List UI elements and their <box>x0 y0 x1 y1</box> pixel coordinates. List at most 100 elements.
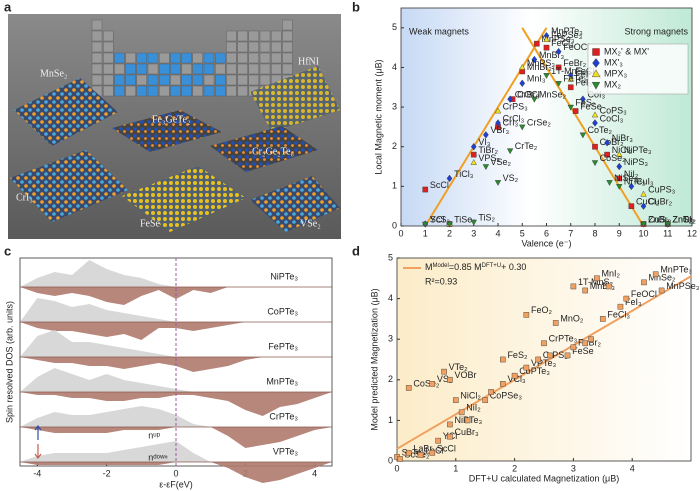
dos-down <box>20 462 332 483</box>
element-cell <box>271 30 282 42</box>
panel-label: c <box>4 243 11 258</box>
point-label: LaBr <box>413 443 432 453</box>
guide-line <box>424 27 548 227</box>
data-point <box>429 381 436 387</box>
element-cell <box>147 52 159 64</box>
data-point <box>494 107 502 114</box>
fit-legend-part: M <box>425 262 433 272</box>
lattice <box>112 110 222 152</box>
material-label: VSe₂ <box>300 218 321 229</box>
element-cell <box>170 63 181 75</box>
x-tick-label: 12 <box>687 228 697 238</box>
data-point <box>494 180 502 186</box>
point-label: MnI₂ <box>602 269 621 279</box>
element-cell <box>282 52 293 64</box>
element-cell <box>282 30 293 42</box>
panel-label: d <box>352 243 360 258</box>
row-label: CoPTe₃ <box>267 306 298 316</box>
material-label: Fe₃GeTe₂ <box>152 114 190 125</box>
element-cell <box>181 63 192 75</box>
data-point <box>470 219 477 226</box>
data-point <box>488 389 494 395</box>
x-tick-label: 1 <box>423 228 428 238</box>
element-cell <box>259 74 271 86</box>
fit-line <box>396 275 692 450</box>
x-tick-label: 11 <box>663 228 672 238</box>
data-point <box>552 320 559 326</box>
point-label: FeCl₃ <box>551 38 574 48</box>
element-cell <box>125 74 136 86</box>
element-cell <box>158 52 170 64</box>
legend-label: MX₂ <box>604 79 622 89</box>
material-label: MnSe₂ <box>40 68 67 79</box>
element-cell <box>226 52 237 64</box>
row-label: CrPTe₃ <box>269 411 298 421</box>
data-point <box>543 73 550 79</box>
data-point <box>658 287 665 294</box>
x-tick-label: 10 <box>638 228 648 238</box>
x-tick-label: 7 <box>568 228 573 238</box>
data-point <box>555 64 562 71</box>
element-cell <box>282 19 293 31</box>
element-cell <box>114 85 125 97</box>
element-cell <box>91 19 103 31</box>
point-label: MnSe₂ <box>649 273 677 283</box>
point-label: NiSe₂ <box>614 173 638 183</box>
panel-label: b <box>352 0 360 14</box>
y-tick-label: 3 <box>392 101 397 111</box>
x-axis-label: ε-εF(eV) <box>159 479 193 489</box>
element-cell <box>91 41 103 53</box>
data-point <box>567 84 574 91</box>
row-label: FePTe₃ <box>268 341 298 351</box>
data-point <box>591 111 599 118</box>
point-label: CrBr₃ <box>517 90 539 100</box>
data-point <box>572 108 579 114</box>
element-cell <box>248 63 260 75</box>
point-label: MnPTe₃ <box>660 265 692 275</box>
point-label: ZnS₂ <box>672 214 693 224</box>
point-label: CoPS₃ <box>600 105 628 115</box>
point-label: FeI₃ <box>625 297 642 307</box>
data-point <box>523 312 530 318</box>
element-cell <box>158 74 170 86</box>
point-label: CoPSe₃ <box>490 390 523 400</box>
data-point <box>588 336 594 342</box>
element-cell <box>102 52 114 64</box>
element-cell <box>125 52 136 64</box>
element-cell <box>102 63 114 75</box>
data-point <box>628 182 635 191</box>
point-label: FeI₃ <box>575 78 592 88</box>
data-point <box>447 377 453 383</box>
element-cell <box>158 85 170 97</box>
point-label: FeSe <box>580 101 602 111</box>
data-point <box>541 340 547 347</box>
data-point <box>592 143 598 150</box>
material-label: HfNI <box>298 56 319 67</box>
x-tick-label: 0 <box>394 463 399 473</box>
element-cell <box>102 41 114 53</box>
point-label: CoTe₂ <box>587 125 612 135</box>
point-label: CoBr₂ <box>600 137 625 147</box>
element-cell <box>271 63 282 75</box>
y-tick-label: 3 <box>388 334 393 344</box>
data-point <box>580 95 586 103</box>
data-point <box>579 132 587 139</box>
element-cell <box>237 30 248 42</box>
data-point <box>470 143 477 151</box>
element-cell <box>282 63 293 75</box>
legend-marker <box>592 48 600 56</box>
point-label: MnPS₃ <box>527 58 556 68</box>
x-tick-label: 4 <box>312 468 317 478</box>
point-label: FeS₂ <box>575 97 596 107</box>
data-point <box>506 148 514 155</box>
element-cell <box>125 63 136 75</box>
fit-legend-part: + 0.30 <box>501 262 526 272</box>
data-point <box>511 372 518 379</box>
dos-up <box>20 406 332 427</box>
element-cell <box>237 63 248 75</box>
data-point <box>500 356 506 363</box>
x-tick-label: 5 <box>520 228 525 238</box>
y-axis-label: Spin resolved DOS (arb. units) <box>4 301 14 423</box>
data-point <box>500 381 506 387</box>
dos-up <box>20 368 332 392</box>
